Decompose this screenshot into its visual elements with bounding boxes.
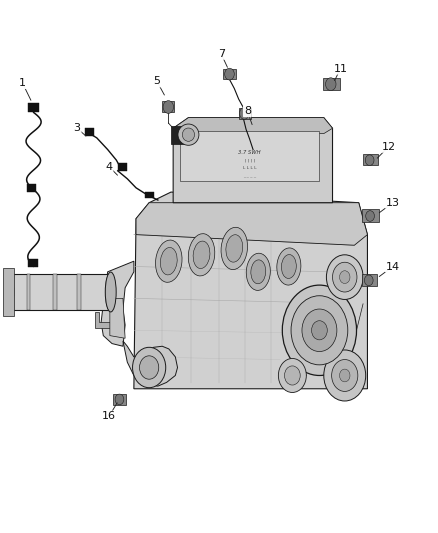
Polygon shape [95, 312, 110, 328]
Bar [171, 126, 184, 144]
Polygon shape [136, 203, 367, 245]
Circle shape [283, 285, 357, 375]
Text: 8: 8 [244, 106, 251, 116]
Text: 5: 5 [153, 77, 160, 86]
Bar [180, 131, 319, 181]
Bar [27, 184, 36, 192]
Circle shape [225, 68, 234, 80]
Polygon shape [123, 341, 177, 386]
Bar [28, 259, 38, 266]
Circle shape [366, 211, 374, 221]
Ellipse shape [178, 124, 199, 146]
Circle shape [302, 309, 337, 352]
Ellipse shape [105, 272, 116, 312]
Text: | | | |: | | | | [244, 158, 254, 162]
Text: 12: 12 [381, 142, 396, 152]
Bar [77, 274, 81, 310]
Bar [362, 274, 378, 286]
Ellipse shape [106, 274, 114, 310]
Bar [362, 209, 379, 222]
Bar [223, 69, 236, 79]
Circle shape [140, 356, 159, 379]
Bar [85, 128, 94, 136]
Text: L L L L: L L L L [243, 166, 256, 169]
Text: 4: 4 [106, 161, 113, 172]
Ellipse shape [155, 240, 182, 282]
Polygon shape [173, 118, 332, 203]
Text: 14: 14 [386, 262, 400, 271]
Bar [53, 274, 57, 310]
Bar [27, 274, 30, 310]
Polygon shape [3, 268, 14, 317]
Circle shape [324, 350, 366, 401]
Ellipse shape [246, 253, 270, 290]
Text: 3.7 SWH: 3.7 SWH [238, 150, 261, 155]
Ellipse shape [160, 247, 177, 275]
Text: 16: 16 [102, 411, 116, 422]
Bar [118, 164, 127, 171]
Text: 13: 13 [386, 198, 400, 208]
Circle shape [240, 108, 249, 119]
Circle shape [326, 255, 363, 300]
Text: _ _ _ _: _ _ _ _ [243, 173, 256, 177]
Text: 7: 7 [218, 49, 225, 59]
Circle shape [332, 360, 358, 391]
Polygon shape [110, 298, 125, 338]
Circle shape [339, 271, 350, 284]
Circle shape [133, 348, 166, 387]
Circle shape [115, 394, 124, 405]
Polygon shape [173, 118, 332, 134]
Ellipse shape [5, 274, 14, 310]
Bar [113, 394, 127, 405]
Bar [239, 108, 251, 119]
Text: 11: 11 [333, 64, 347, 74]
Circle shape [285, 366, 300, 385]
Polygon shape [134, 192, 367, 389]
Circle shape [365, 155, 374, 165]
Circle shape [311, 321, 327, 340]
Bar [323, 78, 340, 90]
Ellipse shape [182, 128, 194, 141]
Circle shape [291, 296, 348, 365]
Text: 1: 1 [19, 78, 26, 88]
Ellipse shape [277, 248, 301, 285]
Bar [28, 103, 39, 112]
Circle shape [364, 275, 373, 286]
Circle shape [163, 101, 173, 114]
Circle shape [339, 369, 350, 382]
Bar [10, 274, 110, 310]
Bar [145, 191, 153, 198]
Circle shape [325, 78, 336, 91]
Bar [162, 101, 174, 112]
Bar [363, 154, 378, 165]
Ellipse shape [281, 255, 296, 278]
Circle shape [279, 359, 306, 392]
Text: 3: 3 [74, 123, 81, 133]
Ellipse shape [221, 227, 247, 270]
Circle shape [332, 262, 357, 292]
Ellipse shape [188, 233, 215, 276]
Ellipse shape [251, 260, 266, 284]
Ellipse shape [226, 235, 243, 262]
Polygon shape [101, 261, 134, 346]
Ellipse shape [193, 241, 210, 269]
